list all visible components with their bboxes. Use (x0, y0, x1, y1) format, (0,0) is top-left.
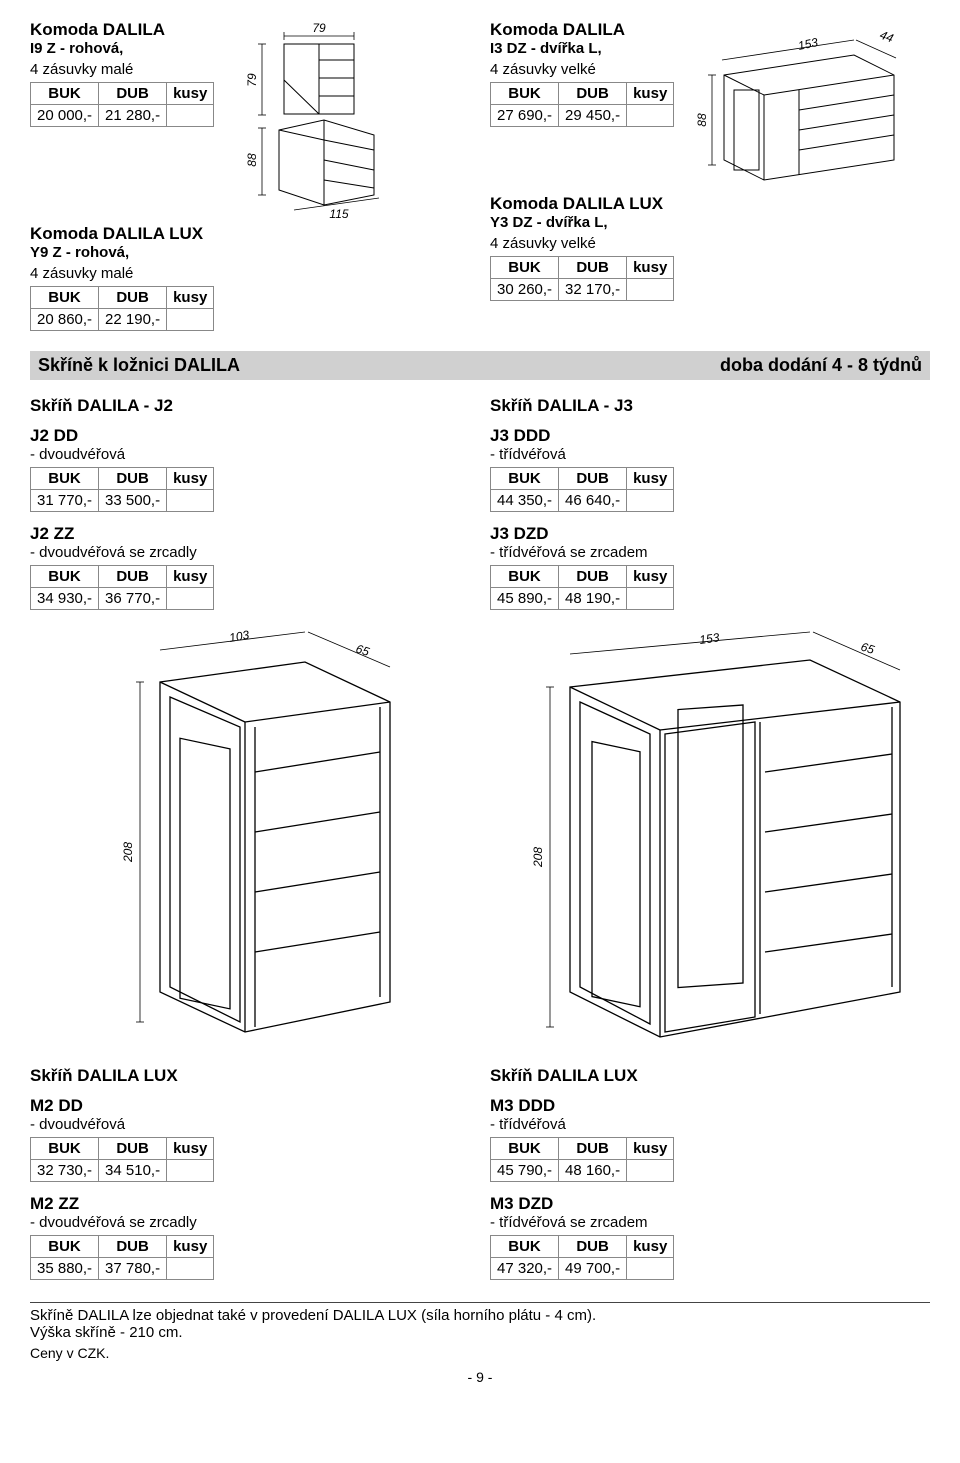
svg-text:208: 208 (531, 847, 545, 868)
m3dzd-sub: - třídvéřová se zrcadem (490, 1214, 930, 1231)
i9z-title: Komoda DALILA (30, 20, 214, 40)
j2zz-price-table: BUKDUBkusy 34 930,-36 770,- (30, 565, 214, 610)
footer-note: Skříně DALILA lze objednat také v proved… (30, 1302, 930, 1341)
i3dz-sub2: 4 zásuvky velké (490, 61, 674, 78)
j2dd-title: J2 DD (30, 426, 470, 446)
i9z-sub2: 4 zásuvky malé (30, 61, 214, 78)
section-title: Skříně k ložnici DALILA (38, 355, 240, 376)
footer-line1: Skříně DALILA lze objednat také v proved… (30, 1307, 930, 1324)
y9z-price-table: BUKDUBkusy 20 860,-22 190,- (30, 286, 214, 331)
j3dzd-sub: - třídvéřová se zrcadem (490, 544, 930, 561)
j3-heading: Skříň DALILA - J3 (490, 396, 930, 416)
y3dz-sub2: 4 zásuvky velké (490, 235, 930, 252)
svg-text:44: 44 (878, 28, 896, 46)
j3ddd-title: J3 DDD (490, 426, 930, 446)
m3ddd-price-table: BUKDUBkusy 45 790,-48 160,- (490, 1137, 674, 1182)
m3dzd-title: M3 DZD (490, 1194, 930, 1214)
y9z-sub2: 4 zásuvky malé (30, 265, 470, 282)
svg-text:153: 153 (698, 630, 720, 647)
y3dz-price-table: BUKDUBkusy 30 260,-32 170,- (490, 256, 674, 301)
svg-text:153: 153 (797, 35, 820, 53)
j2zz-sub: - dvoudvéřová se zrcadly (30, 544, 470, 561)
j3dzd-title: J3 DZD (490, 524, 930, 544)
m2dd-title: M2 DD (30, 1096, 470, 1116)
j2dd-price-table: BUKDUBkusy 31 770,-33 500,- (30, 467, 214, 512)
i3dz-sub: I3 DZ - dvířka L, (490, 40, 674, 57)
svg-text:88: 88 (695, 113, 709, 127)
svg-text:65: 65 (354, 642, 371, 660)
m2zz-sub: - dvoudvéřová se zrcadly (30, 1214, 470, 1231)
svg-text:65: 65 (859, 640, 876, 658)
svg-text:79: 79 (313, 21, 327, 35)
i3dz-diagram: 153 44 88 (684, 20, 930, 194)
m3-heading: Skříň DALILA LUX (490, 1066, 930, 1086)
j3dzd-price-table: BUKDUBkusy 45 890,-48 190,- (490, 565, 674, 610)
m2dd-sub: - dvoudvéřová (30, 1116, 470, 1133)
section-delivery: doba dodání 4 - 8 týdnů (720, 355, 922, 376)
y9z-title: Komoda DALILA LUX (30, 224, 470, 244)
m2zz-title: M2 ZZ (30, 1194, 470, 1214)
j2zz-title: J2 ZZ (30, 524, 470, 544)
m2zz-price-table: BUKDUBkusy 35 880,-37 780,- (30, 1235, 214, 1280)
i9z-sub: I9 Z - rohová, (30, 40, 214, 57)
svg-text:208: 208 (121, 842, 135, 863)
j2-heading: Skříň DALILA - J2 (30, 396, 470, 416)
j2dd-sub: - dvoudvéřová (30, 446, 470, 463)
y9z-sub: Y9 Z - rohová, (30, 244, 470, 261)
i9z-diagram: 79 79 (224, 20, 470, 224)
y3dz-sub: Y3 DZ - dvířka L, (490, 214, 930, 231)
j3ddd-sub: - třídvéřová (490, 446, 930, 463)
section-bar: Skříně k ložnici DALILA doba dodání 4 - … (30, 351, 930, 380)
j3-wardrobe-diagram: 153 65 208 (490, 622, 930, 1046)
svg-text:79: 79 (245, 73, 259, 87)
i3dz-price-table: BUKDUBkusy 27 690,-29 450,- (490, 82, 674, 127)
i3dz-title: Komoda DALILA (490, 20, 674, 40)
svg-text:115: 115 (330, 207, 349, 220)
page-number: - 9 - (30, 1369, 930, 1385)
m3ddd-sub: - třídvéřová (490, 1116, 930, 1133)
svg-text:88: 88 (245, 153, 259, 167)
j2-wardrobe-diagram: 103 65 208 (30, 622, 470, 1046)
y3dz-title: Komoda DALILA LUX (490, 194, 930, 214)
m3dzd-price-table: BUKDUBkusy 47 320,-49 700,- (490, 1235, 674, 1280)
svg-text:103: 103 (228, 628, 250, 645)
m2-heading: Skříň DALILA LUX (30, 1066, 470, 1086)
m2dd-price-table: BUKDUBkusy 32 730,-34 510,- (30, 1137, 214, 1182)
footer-line2: Výška skříně - 210 cm. (30, 1324, 930, 1341)
m3ddd-title: M3 DDD (490, 1096, 930, 1116)
j3ddd-price-table: BUKDUBkusy 44 350,-46 640,- (490, 467, 674, 512)
footer-ceny: Ceny v CZK. (30, 1345, 930, 1361)
i9z-price-table: BUKDUBkusy 20 000,-21 280,- (30, 82, 214, 127)
